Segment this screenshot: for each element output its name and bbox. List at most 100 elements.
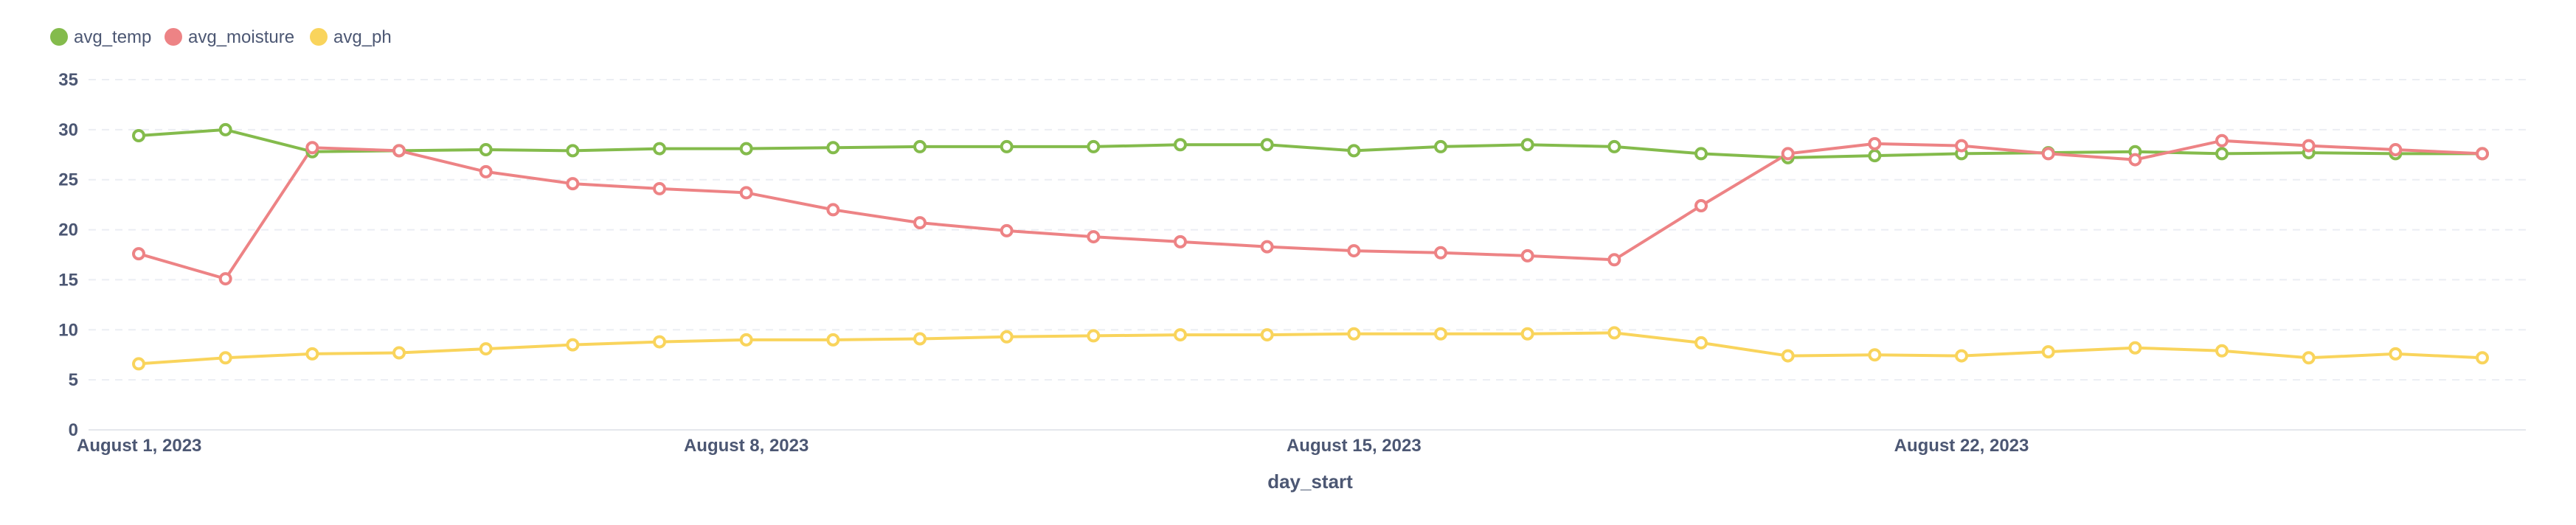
y-tick-label: 30 [58,120,78,140]
data-point-avg_moisture[interactable] [2304,141,2314,151]
data-point-avg_moisture[interactable] [1262,242,1273,252]
y-tick-label: 15 [58,270,78,290]
data-point-avg_moisture[interactable] [481,167,491,177]
data-point-avg_moisture[interactable] [2130,155,2140,165]
data-point-avg_ph[interactable] [394,348,404,358]
data-point-avg_ph[interactable] [2477,352,2487,363]
data-point-avg_ph[interactable] [2130,343,2140,353]
data-point-avg_ph[interactable] [654,337,665,347]
data-point-avg_temp[interactable] [915,142,925,152]
data-point-avg_ph[interactable] [1002,332,1012,342]
data-point-avg_moisture[interactable] [2477,148,2487,159]
data-point-avg_moisture[interactable] [307,142,317,153]
series-lines [139,130,2482,364]
data-point-avg_moisture[interactable] [1783,148,1793,159]
legend-item-avg_temp[interactable]: avg_temp [50,27,151,47]
data-point-avg_ph[interactable] [1696,338,1706,348]
data-point-avg_ph[interactable] [1088,330,1098,341]
data-point-avg_ph[interactable] [1523,329,1533,339]
data-point-avg_moisture[interactable] [741,187,752,198]
data-point-avg_ph[interactable] [307,349,317,359]
data-point-avg_temp[interactable] [1436,142,1446,152]
data-point-avg_ph[interactable] [2304,352,2314,363]
data-point-avg_temp[interactable] [1002,142,1012,152]
data-point-avg_moisture[interactable] [1869,139,1880,149]
legend-label: avg_ph [333,27,392,47]
data-point-avg_temp[interactable] [1609,142,1619,152]
data-point-avg_moisture[interactable] [828,204,838,215]
data-point-avg_ph[interactable] [134,358,144,369]
data-point-avg_ph[interactable] [481,344,491,354]
data-point-avg_moisture[interactable] [1175,237,1185,247]
y-axis: 0 5 10 15 20 25 30 35 [58,70,78,440]
data-point-avg_moisture[interactable] [1956,141,1967,151]
data-point-avg_temp[interactable] [567,145,578,156]
x-tick-label: August 15, 2023 [1287,436,1422,456]
data-point-avg_temp[interactable] [828,142,838,153]
y-tick-label: 25 [58,170,78,190]
data-point-avg_ph[interactable] [221,352,231,363]
data-point-avg_ph[interactable] [828,335,838,345]
data-points[interactable] [134,125,2487,369]
data-point-avg_moisture[interactable] [1088,232,1098,242]
data-point-avg_ph[interactable] [915,334,925,344]
data-point-avg_temp[interactable] [134,131,144,141]
legend-item-avg_moisture[interactable]: avg_moisture [165,27,294,47]
x-axis: August 1, 2023 August 8, 2023 August 15, 2… [77,436,2029,456]
data-point-avg_ph[interactable] [1869,350,1880,360]
data-point-avg_moisture[interactable] [1436,248,1446,258]
data-point-avg_moisture[interactable] [2390,145,2400,155]
grid-lines [89,80,2526,430]
data-point-avg_moisture[interactable] [2043,148,2054,159]
data-point-avg_moisture[interactable] [1696,201,1706,211]
data-point-avg_temp[interactable] [1175,139,1185,150]
data-point-avg_temp[interactable] [1869,150,1880,161]
data-point-avg_temp[interactable] [1696,148,1706,159]
data-point-avg_ph[interactable] [567,340,578,350]
data-point-avg_ph[interactable] [1436,329,1446,339]
y-tick-label: 35 [58,70,78,90]
x-tick-label: August 22, 2023 [1894,436,2029,456]
data-point-avg_temp[interactable] [654,144,665,154]
data-point-avg_ph[interactable] [741,335,752,345]
data-point-avg_ph[interactable] [2390,349,2400,359]
data-point-avg_moisture[interactable] [1348,246,1359,256]
data-point-avg_temp[interactable] [1348,145,1359,156]
data-point-avg_ph[interactable] [2217,346,2227,356]
data-point-avg_temp[interactable] [221,125,231,135]
data-point-avg_ph[interactable] [1956,351,1967,361]
data-point-avg_ph[interactable] [1348,329,1359,339]
data-point-avg_moisture[interactable] [567,178,578,189]
y-tick-label: 5 [69,370,78,390]
data-point-avg_moisture[interactable] [221,274,231,284]
data-point-avg_temp[interactable] [2217,148,2227,159]
y-tick-label: 20 [58,220,78,240]
data-point-avg_moisture[interactable] [915,218,925,228]
x-tick-label: August 1, 2023 [77,436,201,456]
data-point-avg_moisture[interactable] [1002,226,1012,236]
data-point-avg_temp[interactable] [1088,142,1098,152]
data-point-avg_temp[interactable] [481,145,491,155]
data-point-avg_temp[interactable] [741,144,752,154]
data-point-avg_moisture[interactable] [394,145,404,156]
data-point-avg_ph[interactable] [2043,347,2054,357]
data-point-avg_ph[interactable] [1783,351,1793,361]
x-tick-label: August 8, 2023 [684,436,809,456]
data-point-avg_temp[interactable] [1262,139,1273,150]
data-point-avg_ph[interactable] [1609,327,1619,338]
x-axis-title: day_start [1267,470,1353,493]
legend-swatch [165,28,182,46]
legend-label: avg_temp [74,27,151,47]
data-point-avg_ph[interactable] [1175,330,1185,340]
data-point-avg_moisture[interactable] [654,184,665,194]
legend-item-avg_ph[interactable]: avg_ph [310,27,392,47]
data-point-avg_moisture[interactable] [2217,136,2227,146]
data-point-avg_moisture[interactable] [1609,254,1619,265]
data-point-avg_moisture[interactable] [134,248,144,259]
legend[interactable]: avg_temp avg_moisture avg_ph [50,27,392,47]
data-point-avg_moisture[interactable] [1523,251,1533,261]
data-point-avg_ph[interactable] [1262,330,1273,340]
data-point-avg_temp[interactable] [1523,139,1533,150]
